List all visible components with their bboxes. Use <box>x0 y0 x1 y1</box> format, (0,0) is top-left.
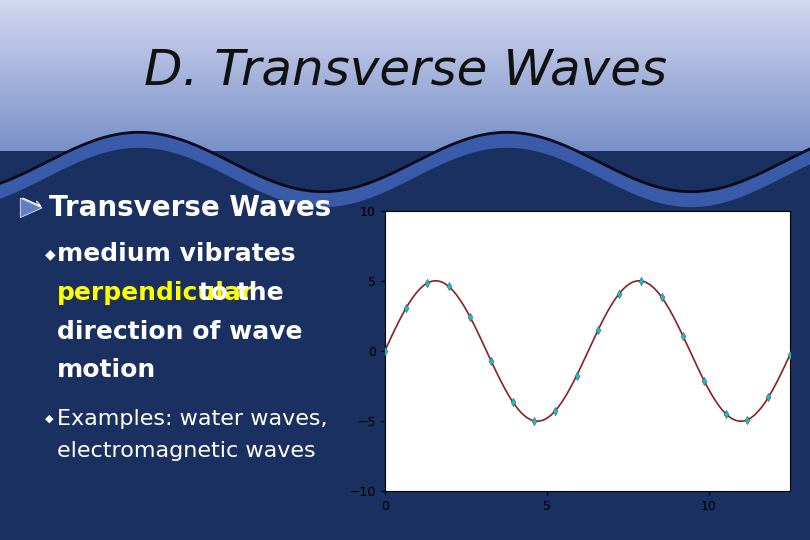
Point <box>549 407 562 415</box>
Point <box>698 377 711 386</box>
Text: to the: to the <box>190 281 284 305</box>
Point <box>740 416 753 424</box>
Text: motion: motion <box>57 359 156 382</box>
Text: ◆: ◆ <box>45 247 55 261</box>
Point <box>506 397 519 406</box>
Point <box>762 393 775 402</box>
Text: medium vibrates: medium vibrates <box>57 242 295 266</box>
Text: electromagnetic waves: electromagnetic waves <box>57 441 315 462</box>
Point <box>783 351 796 360</box>
Text: direction of wave: direction of wave <box>57 320 302 343</box>
Point <box>485 357 498 366</box>
Text: Transverse Waves: Transverse Waves <box>49 194 330 222</box>
Point <box>421 279 434 287</box>
Point <box>612 289 625 298</box>
Text: Examples: water waves,: Examples: water waves, <box>57 409 327 429</box>
Point <box>655 293 668 302</box>
Point <box>591 326 604 335</box>
Point <box>442 282 455 291</box>
Polygon shape <box>20 198 42 218</box>
Point <box>634 276 647 285</box>
Point <box>378 347 391 355</box>
Point <box>570 372 583 380</box>
Point <box>527 416 540 425</box>
Point <box>399 303 412 312</box>
Bar <box>0 151 810 540</box>
Text: D. Transverse Waves: D. Transverse Waves <box>143 46 667 94</box>
Point <box>676 332 689 341</box>
Point <box>463 313 476 321</box>
Text: ◆: ◆ <box>45 414 53 424</box>
Point <box>719 409 732 418</box>
Text: perpendicular: perpendicular <box>57 281 254 305</box>
